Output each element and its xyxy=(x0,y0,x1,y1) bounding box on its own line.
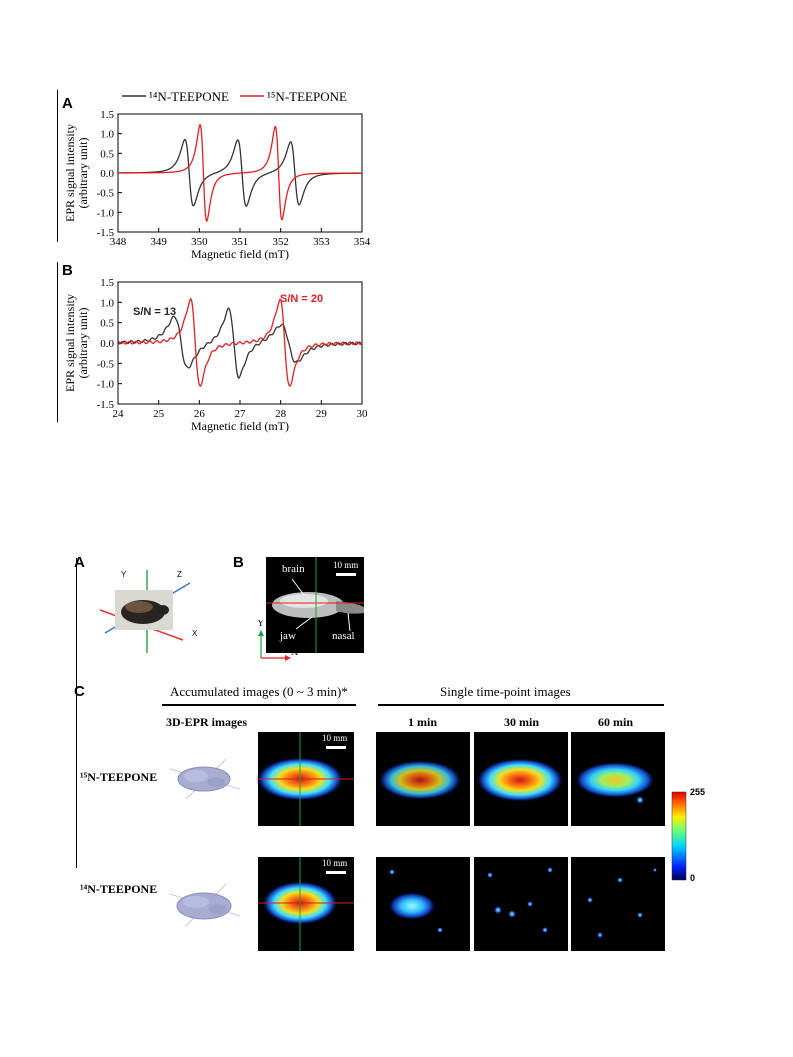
mri-scale-label: 10 mm xyxy=(333,560,359,570)
heatmap-15n-1min xyxy=(376,732,470,826)
fig1-plot-a: 348 349 350 351 352 353 354 1.5 1.0 0.5 0.0 -0.5 -1.… xyxy=(63,109,371,261)
heatmap-scale-label-row2: 10 mm xyxy=(322,858,348,868)
sn-label-red: S/N = 20 xyxy=(280,293,323,305)
accumulated-rule xyxy=(162,704,356,706)
x-tick-label: 352 xyxy=(272,236,289,248)
colorbar-min: 0 xyxy=(690,873,696,883)
y-tick-label: 0.5 xyxy=(100,318,114,330)
figure1-left-rule xyxy=(57,90,58,242)
mri-label-brain: brain xyxy=(282,563,305,575)
row2-label: ¹⁴N-TEEPONE xyxy=(80,882,158,896)
brain-render-15n xyxy=(169,758,241,800)
heatmap-scalebar-row1 xyxy=(326,746,346,749)
x-tick-label: 27 xyxy=(235,408,247,420)
y-axis-label: EPR signal intensity xyxy=(63,294,77,392)
y-tick-label: 1.5 xyxy=(100,109,114,121)
time-label-30: 30 min xyxy=(504,715,540,729)
mouse-axis-x: X xyxy=(192,629,198,638)
single-header: Single time-point images xyxy=(440,684,571,699)
accumulated-header: Accumulated images (0 ~ 3 min)* xyxy=(170,684,348,699)
x-tick-label: 354 xyxy=(354,236,371,248)
x-tick-label: 353 xyxy=(313,236,330,248)
x-tick-label: 28 xyxy=(275,408,287,420)
mri-scalebar xyxy=(336,573,356,576)
figure2-left-rule xyxy=(76,558,77,868)
y-tick-label: -1.0 xyxy=(97,207,115,219)
heatmap-14n-1min xyxy=(376,857,470,951)
x-tick-label: 26 xyxy=(194,408,206,420)
figure1-left-rule-b xyxy=(57,262,58,422)
row1-label: ¹⁵N-TEEPONE xyxy=(80,770,158,784)
fig1-plot-b: 24 25 26 27 28 29 30 1.5 1.0 0.5 0.0 -0.5 -1.0 -1.5 Ma… xyxy=(63,277,368,433)
y-tick-label: 0.5 xyxy=(100,148,114,160)
x-tick-label: 348 xyxy=(110,236,127,248)
heatmap-14n-60min xyxy=(571,857,665,951)
mri-axes: Y X xyxy=(257,620,299,661)
time-label-1: 1 min xyxy=(408,715,438,729)
heatmap-scale-label-row1: 10 mm xyxy=(322,733,348,743)
mri-image: 10 mm brain jaw nasal xyxy=(266,557,364,653)
fig2-panel-a-letter: A xyxy=(74,554,85,571)
fig1-panel-a-letter: A xyxy=(62,95,73,112)
mri-label-nasal: nasal xyxy=(332,630,355,642)
mri-axis-x: X xyxy=(291,647,299,658)
x-tick-label: 30 xyxy=(357,408,369,420)
y-tick-label: 0.0 xyxy=(100,338,114,350)
figure1-svg: ¹⁴N-TEEPONE ¹⁵N-TEEPONE A 348 349 350 351 35… xyxy=(62,89,371,433)
heatmap-15n-accumulated xyxy=(256,732,354,826)
y-axis-label: EPR signal intensity xyxy=(63,124,77,222)
x-tick-label: 29 xyxy=(316,408,328,420)
colorbar xyxy=(671,791,687,881)
heatmap-scalebar-row2 xyxy=(326,871,346,874)
heatmap-15n-30min xyxy=(474,732,568,826)
y-tick-label: 1.0 xyxy=(100,297,114,309)
y-tick-label: -1.5 xyxy=(97,399,115,411)
fig1-panel-b-letter: B xyxy=(62,262,73,279)
y-tick-label: -0.5 xyxy=(97,188,115,200)
y-tick-label: 1.0 xyxy=(100,129,114,141)
x-axis-label: Magnetic field (mT) xyxy=(191,419,289,433)
y-tick-label: -0.5 xyxy=(97,358,115,370)
heatmap-14n-accumulated xyxy=(258,857,354,951)
series-line-15n xyxy=(117,298,363,387)
single-rule xyxy=(378,704,664,706)
y-tick-label: -1.0 xyxy=(97,379,115,391)
mouse-photo-axes: Y Z X xyxy=(99,570,198,653)
x-tick-label: 349 xyxy=(150,236,167,248)
legend-label-15n: ¹⁵N-TEEPONE xyxy=(267,89,347,104)
x-tick-label: 350 xyxy=(191,236,208,248)
y-tick-label: 1.5 xyxy=(100,277,114,289)
fig2-panel-b-letter: B xyxy=(233,554,244,571)
y-axis-label-unit: (arbitrary unit) xyxy=(76,308,90,379)
series-line-15n xyxy=(118,123,362,223)
fig2-panel-c-letter: C xyxy=(74,683,85,700)
heatmap-14n-30min xyxy=(474,857,568,951)
x-tick-label: 25 xyxy=(153,408,165,420)
mri-axis-y: Y xyxy=(257,620,264,629)
legend-label-14n: ¹⁴N-TEEPONE xyxy=(149,89,229,104)
brain-render-14n xyxy=(169,883,241,927)
mouse-axis-y: Y xyxy=(121,570,127,579)
epr3d-label: 3D-EPR images xyxy=(166,715,247,729)
x-axis-label: Magnetic field (mT) xyxy=(191,247,289,261)
x-tick-label: 24 xyxy=(113,408,125,420)
x-tick-label: 351 xyxy=(232,236,249,248)
colorbar-max: 255 xyxy=(690,787,706,797)
series-line-14n xyxy=(117,307,363,379)
series-line-14n xyxy=(118,138,363,207)
mouse-axis-z: Z xyxy=(177,570,182,579)
time-label-60: 60 min xyxy=(598,715,634,729)
sn-label-black: S/N = 13 xyxy=(133,306,176,318)
y-tick-label: -1.5 xyxy=(97,227,115,239)
y-tick-label: 0.0 xyxy=(100,168,114,180)
y-axis-label-unit: (arbitrary unit) xyxy=(76,138,90,209)
mri-label-jaw: jaw xyxy=(280,630,296,642)
heatmap-15n-60min xyxy=(571,732,665,826)
